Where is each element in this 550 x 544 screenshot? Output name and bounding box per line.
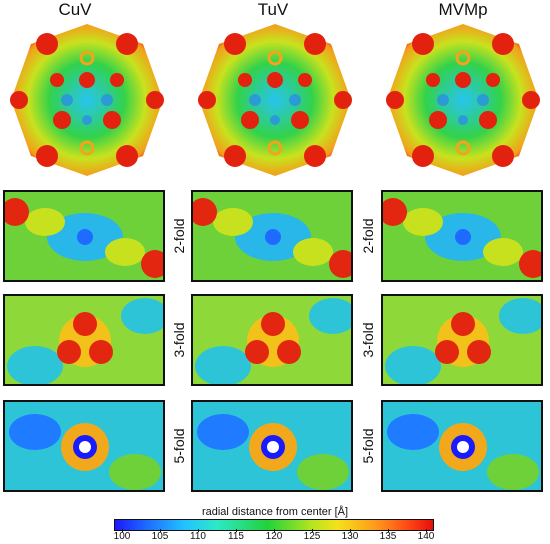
colorbar-tick-label: 130 (341, 531, 359, 542)
colorbar-tick-label: 125 (303, 531, 321, 542)
panel-cuv-2-fold (3, 190, 165, 282)
map-2-fold-mvmp (383, 192, 541, 280)
colorbar-tick-label: 105 (151, 531, 169, 542)
panel-cuv-3-fold (3, 294, 165, 386)
colorbar-label: radial distance from center [Å] (201, 506, 349, 518)
map-2-fold-tuv (193, 192, 351, 280)
capsid-render-tuv (198, 24, 352, 176)
row-label-3-fold-a: 3-fold (171, 322, 187, 358)
panel-tuv-2-fold (191, 190, 353, 282)
row-label-2-fold-a: 2-fold (171, 218, 187, 254)
colorbar-tickmark (350, 529, 351, 532)
column-title-tuv: TuV (257, 0, 289, 19)
map-5-fold-mvmp (383, 402, 541, 490)
map-5-fold-cuv (5, 402, 163, 490)
colorbar-tickmark (160, 529, 161, 532)
panel-mvmp-3-fold (381, 294, 543, 386)
row-label-3-fold-b: 3-fold (360, 322, 376, 358)
row-label-5-fold-b: 5-fold (360, 428, 376, 464)
colorbar-tick-label: 110 (190, 531, 206, 542)
panel-mvmp-5-fold (381, 400, 543, 492)
map-3-fold-cuv (5, 296, 163, 384)
row-label-5-fold-a: 5-fold (171, 428, 187, 464)
colorbar-tickmark (426, 529, 427, 532)
colorbar-tick-label: 120 (265, 531, 283, 542)
map-3-fold-mvmp (383, 296, 541, 384)
map-5-fold-tuv (193, 402, 351, 490)
map-2-fold-cuv (5, 192, 163, 280)
colorbar-tick-label: 100 (113, 531, 131, 542)
colorbar-tickmark (312, 529, 313, 532)
colorbar-tick-label: 115 (228, 531, 244, 542)
colorbar-tick-label: 140 (417, 531, 435, 542)
column-title-mvmp: MVMp (438, 0, 488, 19)
colorbar-tick-label: 135 (379, 531, 397, 542)
panel-cuv-5-fold (3, 400, 165, 492)
capsid-render-cuv (10, 24, 164, 176)
colorbar-tickmark (388, 529, 389, 532)
map-3-fold-tuv (193, 296, 351, 384)
colorbar-tickmark (274, 529, 275, 532)
column-title-cuv: CuV (58, 0, 92, 19)
panel-tuv-3-fold (191, 294, 353, 386)
capsid-render-mvmp (386, 24, 540, 176)
colorbar-tickmark (122, 529, 123, 532)
panel-tuv-5-fold (191, 400, 353, 492)
row-label-2-fold-b: 2-fold (360, 218, 376, 254)
colorbar-tickmark (198, 529, 199, 532)
colorbar-tickmark (236, 529, 237, 532)
panel-mvmp-2-fold (381, 190, 543, 282)
